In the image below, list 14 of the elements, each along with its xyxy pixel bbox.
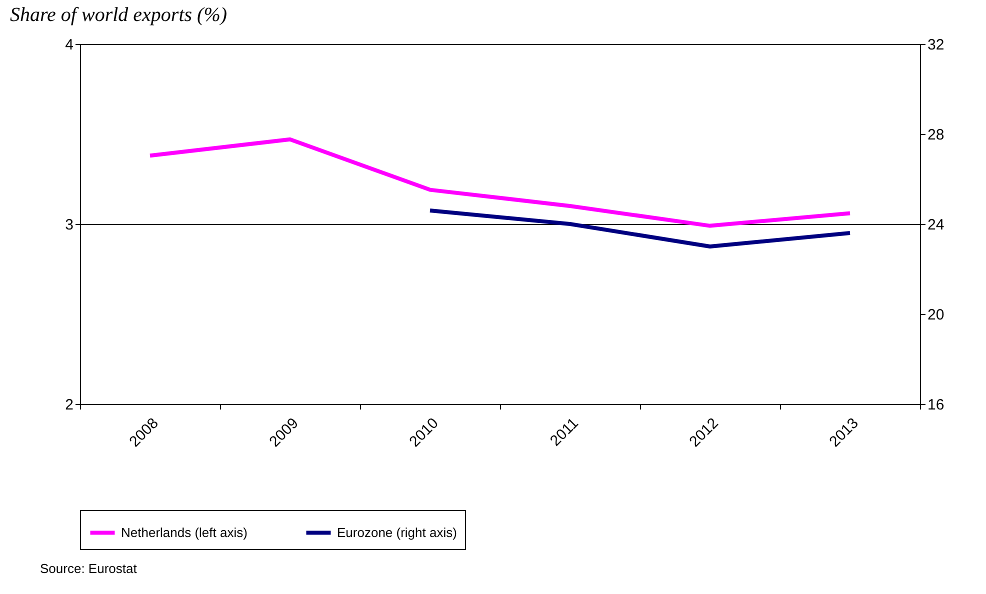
y2-tick-label: 20 xyxy=(928,306,944,324)
line-series xyxy=(148,137,852,228)
line-series xyxy=(428,208,852,248)
legend-label: Netherlands (left axis) xyxy=(121,524,248,540)
legend-label: Eurozone (right axis) xyxy=(337,524,457,540)
y2-tick-label: 16 xyxy=(928,396,944,414)
y-tick-label: 2 xyxy=(65,396,74,414)
y2-tick-label: 24 xyxy=(928,216,944,234)
source-note: Source: Eurostat xyxy=(40,561,138,576)
y2-tick-label: 28 xyxy=(928,126,944,144)
chart-title: Share of world exports (%) xyxy=(10,4,228,26)
y-tick-label: 3 xyxy=(65,216,74,234)
y2-tick-label: 32 xyxy=(928,36,944,54)
y-tick-label: 4 xyxy=(65,36,74,54)
